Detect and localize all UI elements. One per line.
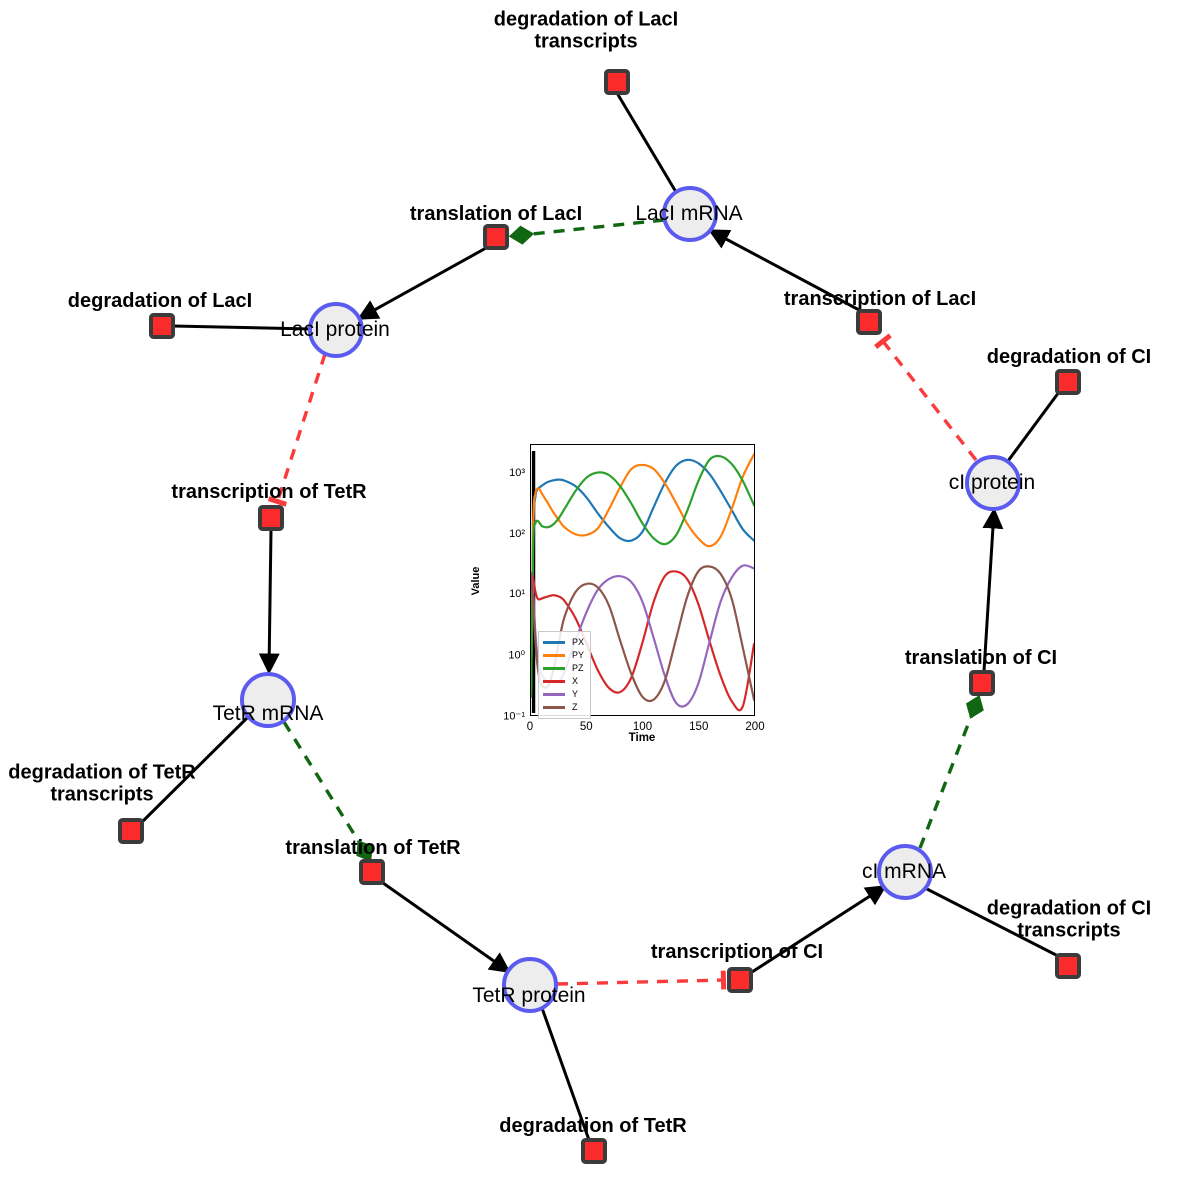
legend-item-PY: PY	[543, 649, 584, 662]
edge-plain	[172, 324, 312, 331]
species-node-tetr_protein[interactable]	[502, 957, 558, 1013]
reaction-node-deg_ci_transcripts[interactable]	[1055, 953, 1081, 979]
node-layer	[118, 69, 1081, 1164]
reaction-node-deg_laci[interactable]	[149, 313, 175, 339]
edge-product	[982, 507, 1004, 672]
chart-x-tick-label: 150	[689, 721, 709, 733]
reaction-node-transcription_tetr[interactable]	[258, 505, 284, 531]
chart-x-tick-label: 50	[579, 721, 593, 733]
legend-label: Z	[572, 702, 578, 712]
reaction-node-translation_laci[interactable]	[483, 224, 509, 250]
chart-x-axis-title: Time	[628, 732, 656, 744]
chart-y-tick-label: 10³	[509, 466, 525, 479]
chart-series-X	[531, 570, 754, 712]
chart-x-tick-label: 200	[745, 721, 765, 733]
edge-plain	[615, 92, 678, 193]
species-node-laci_protein[interactable]	[308, 302, 364, 358]
reaction-node-translation_ci[interactable]	[969, 670, 995, 696]
legend-swatch-icon	[543, 641, 565, 644]
legend-item-X: X	[543, 675, 584, 688]
species-node-laci_mrna[interactable]	[662, 186, 718, 242]
reaction-node-transcription_laci[interactable]	[856, 309, 882, 335]
edge-plain	[1006, 391, 1061, 462]
chart-series-PY	[531, 453, 754, 698]
legend-item-Y: Y	[543, 688, 584, 701]
chart-y-axis-title: Value	[470, 566, 482, 596]
reaction-node-translation_tetr[interactable]	[359, 859, 385, 885]
edge-modifier	[508, 218, 665, 245]
edge-inhibition	[556, 970, 727, 990]
edge-plain	[924, 886, 1059, 958]
chart-x-tick-label: 0	[526, 721, 534, 733]
reaction-node-deg_tetr[interactable]	[581, 1138, 607, 1164]
legend-swatch-icon	[543, 706, 565, 709]
edge-inhibition	[874, 333, 978, 462]
chart-series-PZ	[531, 454, 754, 698]
chart-y-tick-label: 10¹	[509, 588, 525, 601]
reaction-node-deg_tetr_transcripts[interactable]	[118, 818, 144, 844]
legend-label: X	[572, 676, 579, 686]
chart-x-tick-label: 100	[632, 721, 653, 733]
chart-legend: PX PY PZ X Y Z	[538, 631, 592, 719]
chart-y-tick-label: 10⁻¹	[503, 710, 525, 723]
edge-modifier	[918, 695, 984, 849]
edge-plain	[540, 1007, 591, 1141]
species-node-ci_mrna[interactable]	[877, 844, 933, 900]
reaction-node-deg_laci_transcripts[interactable]	[604, 69, 630, 95]
legend-swatch-icon	[543, 693, 565, 696]
legend-label: PX	[572, 637, 585, 647]
legend-swatch-icon	[543, 654, 565, 657]
edge-layer	[140, 92, 1061, 1141]
edge-product	[751, 885, 887, 974]
chart-y-tick-label: 10²	[509, 527, 525, 540]
legend-item-Z: Z	[543, 701, 584, 714]
legend-label: PZ	[572, 663, 584, 673]
edge-modifier	[282, 721, 373, 862]
edge-product	[382, 881, 511, 974]
edge-plain	[140, 714, 251, 824]
legend-swatch-icon	[543, 667, 565, 670]
chart-y-tick-label: 10⁰	[508, 649, 525, 662]
species-node-ci_protein[interactable]	[965, 455, 1021, 511]
reaction-node-deg_ci[interactable]	[1055, 369, 1081, 395]
edge-product	[707, 229, 862, 313]
timecourse-inset-chart: 10⁻¹ 10⁰ 10¹ 10² 10³ 0 50 100 150 200 Value Time…	[470, 441, 765, 753]
legend-label: PY	[572, 650, 585, 660]
species-node-tetr_mrna[interactable]	[240, 672, 296, 728]
legend-item-PZ: PZ	[543, 662, 584, 675]
edge-product	[258, 529, 280, 675]
legend-swatch-icon	[543, 680, 565, 683]
legend-item-PX: PX	[543, 636, 584, 649]
legend-label: Y	[572, 689, 579, 699]
edge-product	[356, 246, 487, 320]
edge-inhibition	[267, 353, 327, 507]
reaction-node-transcription_ci[interactable]	[727, 967, 753, 993]
